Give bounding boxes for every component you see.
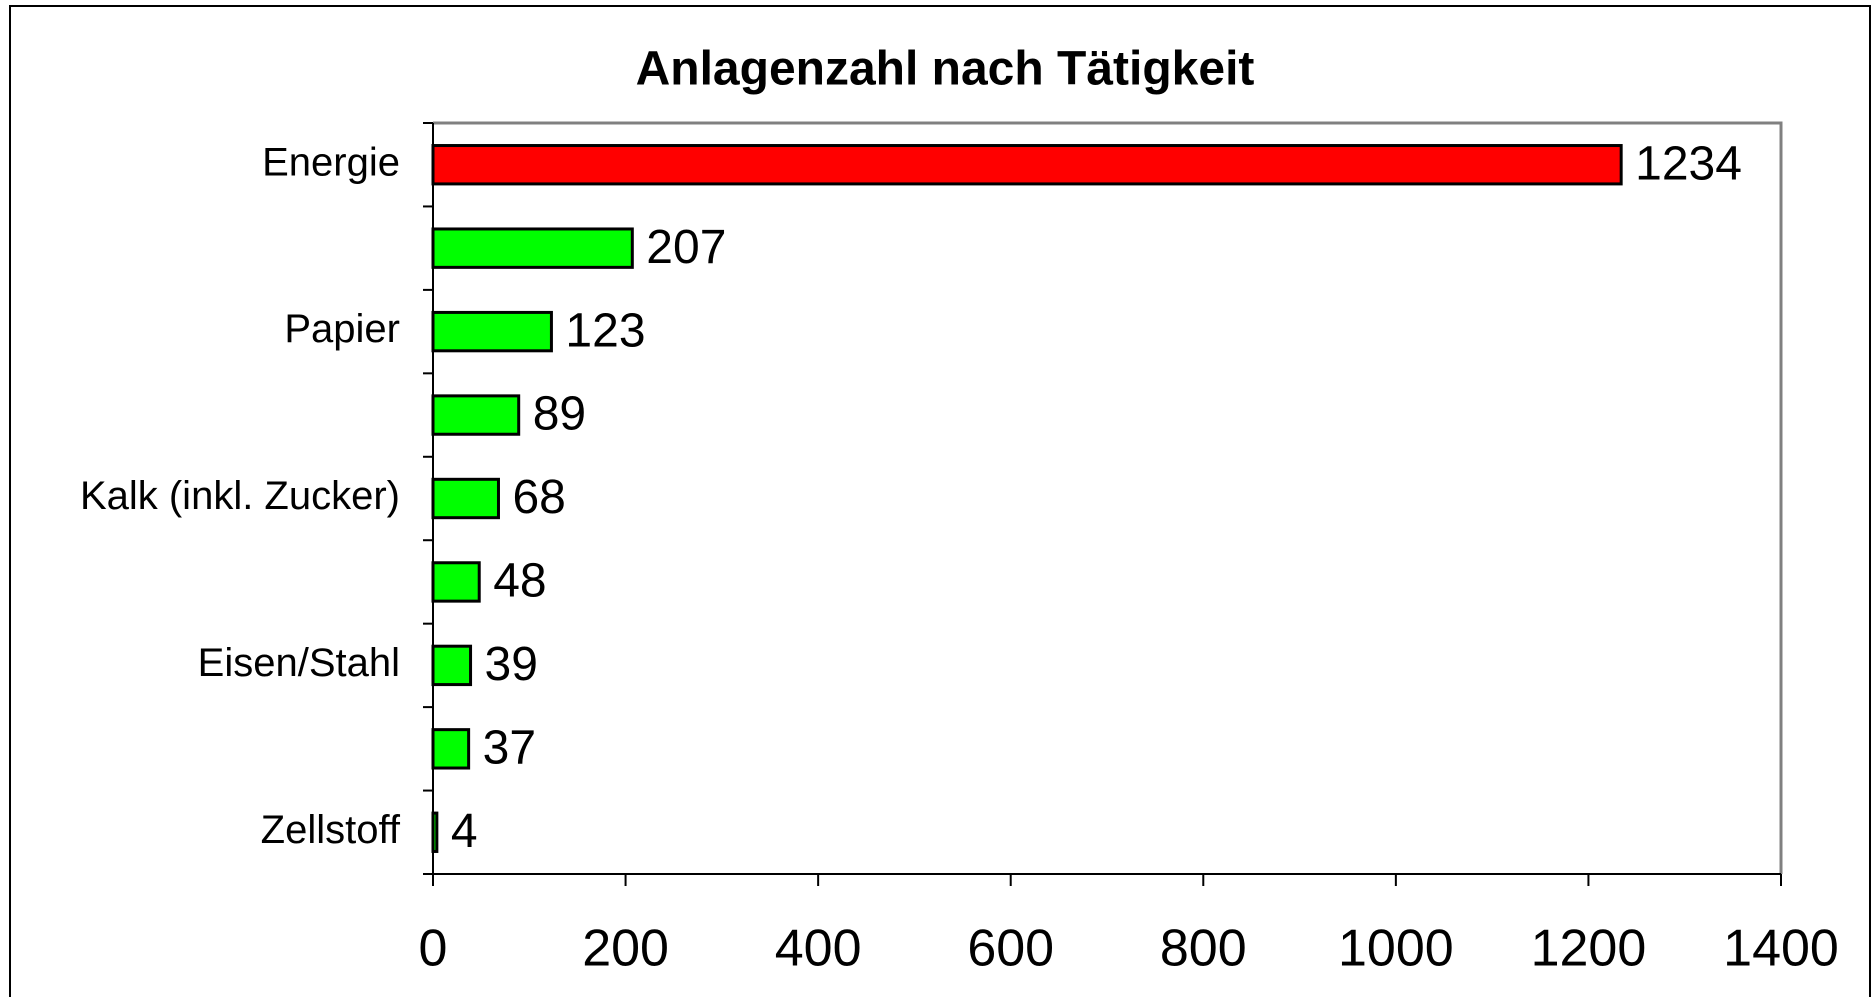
y-tick-label: Kalk (inkl. Zucker) xyxy=(80,474,400,518)
x-tick-label: 1000 xyxy=(1338,920,1454,978)
value-label: 4 xyxy=(451,805,478,858)
x-tick-label: 1400 xyxy=(1723,920,1839,978)
y-tick-label: Papier xyxy=(284,307,400,351)
value-label: 37 xyxy=(483,722,536,775)
value-label: 48 xyxy=(493,555,546,608)
bar xyxy=(431,561,481,603)
y-tick-label: Eisen/Stahl xyxy=(198,641,400,685)
y-tick-label: Zellstoff xyxy=(261,808,401,852)
frame xyxy=(9,5,1871,997)
bar xyxy=(431,477,500,520)
plot-border xyxy=(433,121,1783,874)
x-tick-label: 200 xyxy=(582,920,669,978)
bar xyxy=(431,144,1623,186)
x-tick-label: 600 xyxy=(967,920,1054,978)
bar xyxy=(431,728,471,770)
x-tick-label: 0 xyxy=(419,920,448,978)
x-tick-label: 1200 xyxy=(1531,920,1647,978)
bar xyxy=(431,227,634,269)
value-label: 123 xyxy=(565,304,645,357)
value-label: 39 xyxy=(485,638,538,691)
value-label: 89 xyxy=(533,388,586,441)
bar xyxy=(431,310,553,353)
bar xyxy=(431,394,521,436)
value-label: 1234 xyxy=(1635,137,1742,190)
x-tick-label: 800 xyxy=(1160,920,1247,978)
value-label: 207 xyxy=(646,221,726,274)
chart-title: Anlagenzahl nach Tätigkeit xyxy=(636,43,1255,96)
value-label: 68 xyxy=(512,471,565,524)
y-tick-label: Energie xyxy=(262,140,400,184)
bar xyxy=(431,644,473,687)
bar xyxy=(431,811,439,853)
x-tick-label: 400 xyxy=(775,920,862,978)
